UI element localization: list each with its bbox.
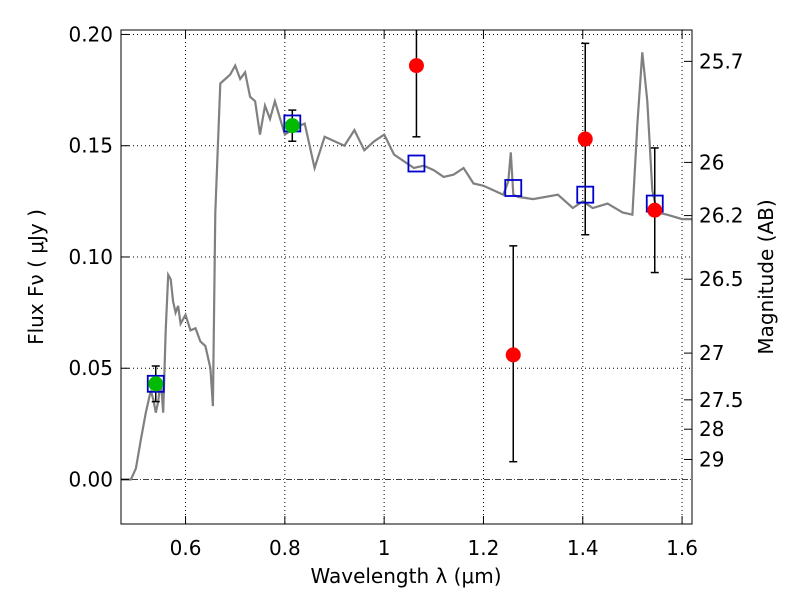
x-tick-label: 1.4 xyxy=(567,536,599,560)
model-photometry-square xyxy=(146,374,165,393)
detection-point xyxy=(284,118,300,134)
upper-limit-point xyxy=(577,131,593,147)
right-tick-label: 27.5 xyxy=(699,388,744,412)
upper-limit-point xyxy=(647,202,663,218)
right-tick-label: 26 xyxy=(699,150,724,174)
right-tick-label: 26.2 xyxy=(699,204,744,228)
right-axis-title: Magnitude (AB) xyxy=(754,199,778,354)
model-photometry-square xyxy=(504,179,523,197)
axis-ticks xyxy=(121,30,692,524)
y-axis-title: Flux Fν ( μJy ) xyxy=(24,209,48,345)
x-tick-label: 1.2 xyxy=(468,536,500,560)
model-photometry-square xyxy=(407,154,426,173)
model-photometry-square xyxy=(576,185,595,204)
observed-photometry-points xyxy=(148,58,663,392)
detection-point xyxy=(148,376,164,392)
x-axis-title: Wavelength λ (μm) xyxy=(310,564,501,588)
upper-limit-point xyxy=(408,58,424,74)
upper-limit-point xyxy=(505,347,521,363)
x-tick-labels: 0.6 0.8 1 1.2 1.4 1.6 xyxy=(170,536,698,560)
right-tick-label: 28 xyxy=(699,417,724,441)
plot-frame xyxy=(120,29,693,525)
right-tick-label: 27 xyxy=(699,341,724,365)
right-tick-label: 29 xyxy=(699,447,724,471)
x-tick-label: 0.6 xyxy=(170,536,202,560)
right-tick-label: 25.7 xyxy=(699,49,744,73)
y-tick-label: 0.05 xyxy=(68,356,113,380)
y-tick-labels: 0.00 0.05 0.10 0.15 0.20 xyxy=(68,22,113,491)
x-tick-label: 1.6 xyxy=(666,536,698,560)
right-tick-label: 26.5 xyxy=(699,267,744,291)
y-tick-label: 0.20 xyxy=(68,22,113,46)
y-tick-label: 0.00 xyxy=(68,467,113,491)
x-tick-label: 1 xyxy=(378,536,391,560)
grid-lines xyxy=(121,30,692,524)
model-photometry-squares xyxy=(146,114,664,393)
y-tick-label: 0.15 xyxy=(68,134,113,158)
model-sed-line xyxy=(121,52,692,481)
y-tick-label: 0.10 xyxy=(68,245,113,269)
right-magnitude-tick-labels: 25.7 26 26.2 26.5 27 27.5 28 29 xyxy=(699,49,744,471)
x-tick-label: 0.8 xyxy=(269,536,301,560)
